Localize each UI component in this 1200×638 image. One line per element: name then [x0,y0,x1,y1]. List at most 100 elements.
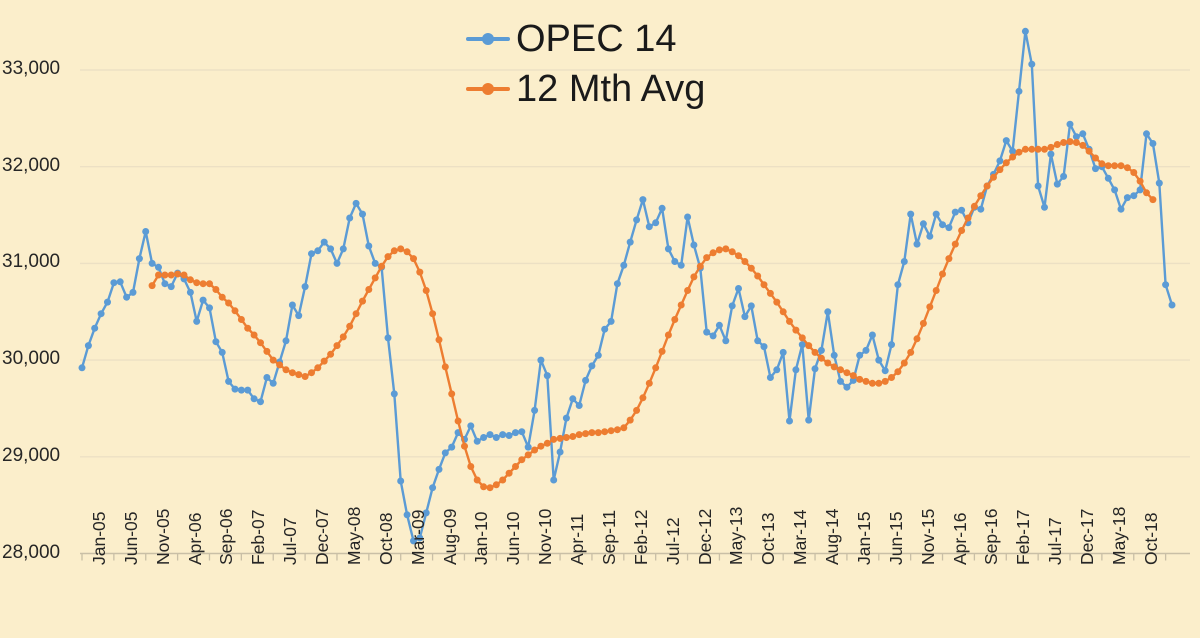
data-point [1028,145,1036,153]
data-point [932,287,940,294]
data-point [811,365,819,373]
data-point [888,374,895,381]
x-axis-tick-label: Aug-14 [822,508,843,565]
data-point [308,250,315,258]
data-point [1009,147,1017,155]
data-point [913,335,921,343]
data-point [983,182,991,190]
data-point [868,379,876,387]
data-point [964,214,972,222]
legend-item-opec-14[interactable]: OPEC 14 [466,14,766,64]
x-axis-tick-label: Jun-05 [120,510,141,565]
data-point [320,357,328,365]
data-point [932,210,940,218]
data-point [875,356,883,364]
data-point [148,282,156,290]
data-point [333,342,341,350]
data-point [499,431,507,439]
data-point [824,308,832,316]
data-point [1015,148,1023,156]
data-point [830,351,838,359]
legend-label-opec-14: OPEC 14 [516,18,677,60]
data-point [429,484,437,492]
data-point [295,312,303,320]
x-axis-tick-label: May-18 [1108,506,1129,565]
data-point [327,350,335,358]
data-point [212,286,220,293]
data-point [110,279,118,287]
data-point [754,337,762,345]
data-point [1021,145,1029,153]
data-point [461,442,468,450]
data-point [550,476,558,484]
data-point [856,375,864,383]
data-point [703,254,711,262]
data-point [531,406,539,414]
data-point [1079,141,1087,149]
data-point [403,511,411,519]
y-axis-tick-label: 31,000 [2,251,61,273]
data-point [78,364,86,372]
data-point [1117,205,1125,213]
data-point [550,435,558,443]
data-point [352,310,360,318]
data-point [308,369,315,377]
data-point [951,208,959,216]
data-point [709,332,717,340]
data-point [397,477,405,485]
data-point [1104,174,1112,182]
y-axis-tick-label: 33,000 [2,58,61,79]
data-point [747,302,755,310]
x-axis-tick-label: Jan-15 [853,510,874,565]
x-axis-tick-label: Nov-15 [917,508,938,565]
data-point [817,354,825,362]
data-point [919,220,927,228]
data-point [1072,133,1080,141]
data-point [473,437,481,445]
x-axis-tick-label: Nov-10 [535,508,556,565]
data-point [269,379,277,387]
data-point [919,319,927,327]
data-point [155,263,162,271]
data-point [601,325,609,333]
data-point [677,301,685,309]
data-point [970,202,978,210]
x-axis-tick-label: May-08 [343,506,364,565]
data-point [1079,130,1087,138]
data-point [206,304,213,312]
data-point [365,242,373,250]
x-axis-tick-label: Sep-06 [216,508,237,565]
data-point [792,366,800,374]
gridlines-group [80,69,1190,458]
data-point [155,271,162,279]
data-point [403,248,411,256]
chart-legend: OPEC 14 12 Mth Avg [466,14,766,114]
data-point [696,262,704,270]
data-point [907,348,915,356]
data-point [1021,27,1029,35]
data-point [352,199,360,207]
data-point [91,324,99,332]
data-point [186,276,194,284]
data-point [543,439,551,447]
data-point [703,328,711,336]
data-point [193,279,201,287]
data-point [977,205,985,213]
data-point [805,416,813,424]
data-point [856,351,864,359]
data-point [505,432,513,439]
data-point [728,248,736,256]
data-point [620,261,628,269]
data-point [161,280,169,288]
data-point [1066,138,1074,146]
y-axis-tick-label: 32,000 [2,154,61,176]
data-point [480,434,488,441]
data-point [837,377,844,385]
legend-item-12-mth-avg[interactable]: 12 Mth Avg [466,64,766,114]
data-point [441,363,449,371]
data-point [199,296,207,304]
data-point [1098,160,1106,168]
data-point [843,369,851,377]
data-point [384,253,392,261]
